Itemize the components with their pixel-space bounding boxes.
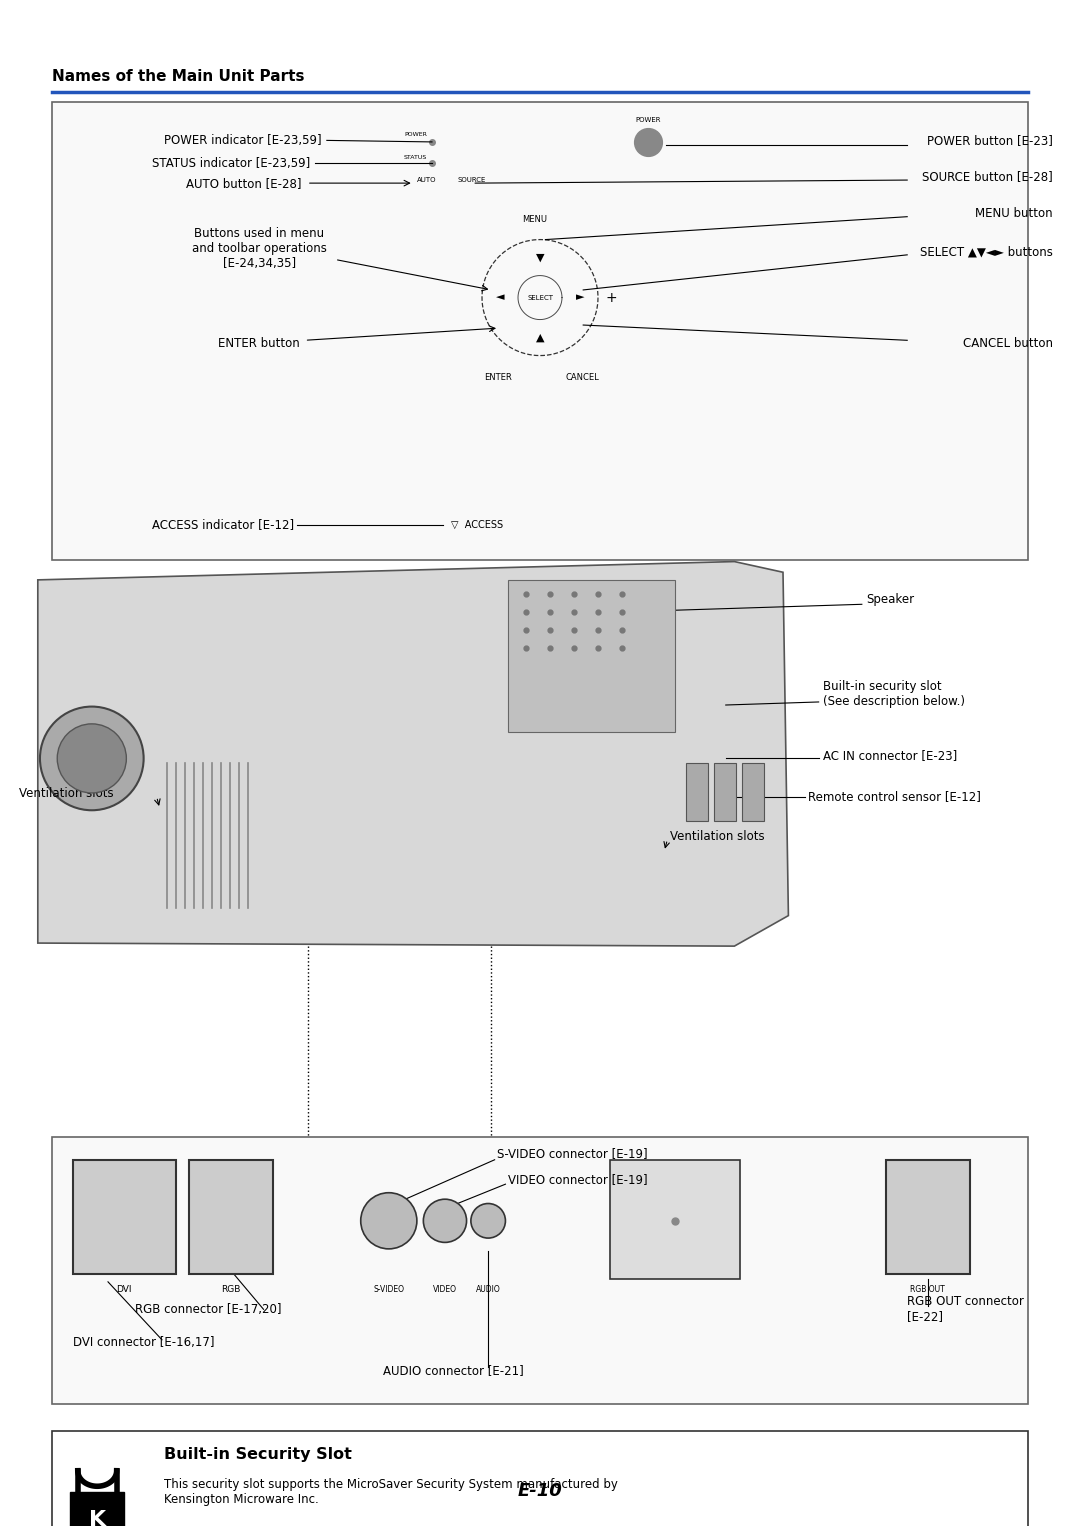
Text: E-10: E-10 — [517, 1482, 563, 1500]
Bar — [610, 1160, 740, 1279]
Text: MENU button: MENU button — [975, 208, 1053, 220]
Text: ▽  ACCESS: ▽ ACCESS — [451, 520, 503, 530]
Text: ENTER button: ENTER button — [218, 337, 300, 349]
Bar — [70, 1492, 124, 1526]
Text: ►: ► — [576, 293, 584, 302]
Text: ▲: ▲ — [536, 333, 544, 342]
Text: CANCEL: CANCEL — [565, 372, 599, 382]
Text: Speaker: Speaker — [866, 594, 915, 606]
Text: +: + — [605, 290, 617, 305]
Bar — [886, 1160, 970, 1274]
Text: Built-in Security Slot: Built-in Security Slot — [164, 1447, 352, 1462]
Text: VIDEO connector [E-19]: VIDEO connector [E-19] — [508, 1173, 647, 1186]
Text: RGB connector [E-17,20]: RGB connector [E-17,20] — [135, 1303, 282, 1315]
Text: ENTER: ENTER — [484, 372, 512, 382]
Circle shape — [57, 723, 126, 794]
Text: Ventilation slots: Ventilation slots — [670, 830, 765, 842]
Text: SOURCE button [E-28]: SOURCE button [E-28] — [922, 171, 1053, 183]
Text: Buttons used in menu
and toolbar operations
[E-24,34,35]: Buttons used in menu and toolbar operati… — [192, 227, 326, 270]
Text: MENU: MENU — [523, 215, 548, 224]
Circle shape — [471, 1204, 505, 1238]
Bar — [52, 102, 1028, 560]
Bar — [73, 1160, 176, 1274]
Text: Ventilation slots: Ventilation slots — [19, 787, 114, 800]
Text: AUDIO connector [E-21]: AUDIO connector [E-21] — [383, 1364, 524, 1376]
Text: S-VIDEO: S-VIDEO — [374, 1285, 404, 1294]
Text: STATUS indicator [E-23,59]: STATUS indicator [E-23,59] — [151, 157, 310, 169]
Text: DVI connector [E-16,17]: DVI connector [E-16,17] — [73, 1337, 215, 1349]
Text: This security slot supports the MicroSaver Security System manufactured by
Kensi: This security slot supports the MicroSav… — [164, 1479, 618, 1506]
Text: RGB OUT connector
[E-22]: RGB OUT connector [E-22] — [907, 1296, 1024, 1323]
Text: RGB OUT: RGB OUT — [910, 1285, 945, 1294]
Text: Built-in security slot
(See description below.): Built-in security slot (See description … — [823, 681, 964, 708]
Bar — [52, 1431, 1028, 1526]
Bar — [714, 763, 735, 821]
Text: S-VIDEO connector [E-19]: S-VIDEO connector [E-19] — [497, 1148, 647, 1160]
Text: POWER: POWER — [635, 118, 661, 124]
Text: DVI: DVI — [117, 1285, 132, 1294]
Text: Remote control sensor [E-12]: Remote control sensor [E-12] — [808, 790, 981, 803]
Bar — [686, 763, 707, 821]
Text: SELECT ▲▼◄► buttons: SELECT ▲▼◄► buttons — [920, 246, 1053, 258]
Bar — [508, 580, 675, 732]
Text: POWER indicator [E-23,59]: POWER indicator [E-23,59] — [164, 134, 322, 146]
Text: CANCEL button: CANCEL button — [963, 337, 1053, 349]
Text: ACCESS indicator [E-12]: ACCESS indicator [E-12] — [151, 519, 294, 531]
Bar — [742, 763, 764, 821]
Polygon shape — [38, 562, 788, 946]
Text: RGB: RGB — [221, 1285, 241, 1294]
Text: AUTO: AUTO — [417, 177, 436, 183]
Text: AUDIO: AUDIO — [476, 1285, 500, 1294]
Text: K: K — [89, 1511, 106, 1526]
Circle shape — [423, 1199, 467, 1242]
Text: AC IN connector [E-23]: AC IN connector [E-23] — [823, 749, 957, 761]
Circle shape — [40, 707, 144, 810]
Text: ◄: ◄ — [496, 293, 504, 302]
Text: POWER: POWER — [404, 131, 427, 137]
Circle shape — [361, 1193, 417, 1248]
Text: SOURCE: SOURCE — [458, 177, 486, 183]
Text: SELECT: SELECT — [527, 295, 553, 301]
Text: Names of the Main Unit Parts: Names of the Main Unit Parts — [52, 69, 305, 84]
Text: STATUS: STATUS — [404, 154, 427, 160]
Text: POWER button [E-23]: POWER button [E-23] — [927, 134, 1053, 146]
Text: AUTO button [E-28]: AUTO button [E-28] — [187, 177, 301, 189]
Text: ▼: ▼ — [536, 253, 544, 262]
Text: VIDEO: VIDEO — [433, 1285, 457, 1294]
Bar — [189, 1160, 273, 1274]
Bar — [52, 1137, 1028, 1404]
